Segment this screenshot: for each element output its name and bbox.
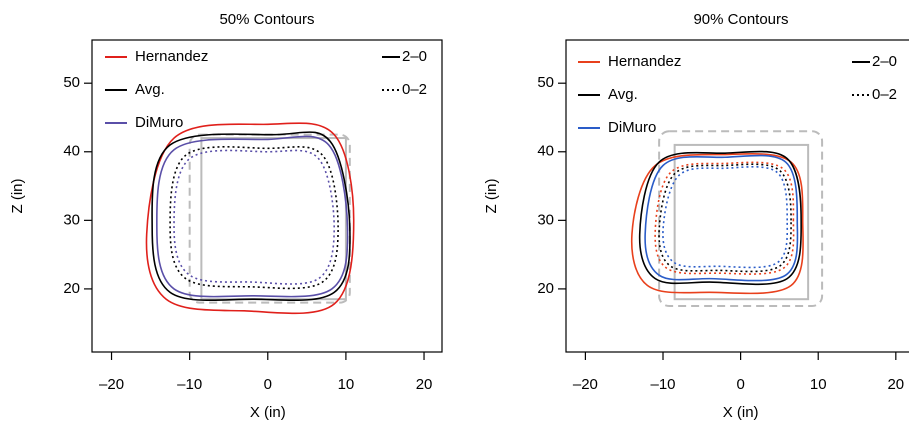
y-tick-label: 50: [63, 74, 80, 91]
legend-label: Avg.: [608, 86, 638, 103]
y-tick-label: 40: [63, 143, 80, 160]
x-tick-label: 10: [338, 376, 355, 393]
y-axis-label: Z (in): [9, 179, 26, 214]
legend-label: 2–0: [402, 48, 427, 65]
x-tick-label: –10: [177, 376, 202, 393]
zone: [188, 133, 351, 304]
contour: [662, 166, 789, 269]
plot-frame: [91, 39, 443, 353]
legend-label: 0–2: [872, 86, 897, 103]
x-tick-label: –10: [650, 376, 675, 393]
legend-label: Avg.: [135, 81, 165, 98]
y-axis-label: Z (in): [483, 179, 500, 214]
x-tick-label: 10: [810, 376, 827, 393]
y-tick-label: 30: [537, 211, 554, 228]
legend-label: 0–2: [402, 81, 427, 98]
zone: [658, 130, 824, 308]
panel-title: 50% Contours: [219, 11, 314, 28]
contour: [173, 149, 335, 285]
x-tick-label: 0: [736, 376, 744, 393]
x-axis-label: X (in): [250, 404, 286, 421]
contour: [151, 131, 351, 302]
y-tick-label: 50: [537, 74, 554, 91]
contour: [654, 161, 795, 275]
x-tick-label: 0: [264, 376, 272, 393]
legend-label: Hernandez: [135, 48, 208, 65]
contour: [658, 163, 792, 273]
zone: [200, 137, 347, 301]
contour: [145, 122, 355, 315]
legend-label: Hernandez: [608, 53, 681, 70]
contour: [644, 154, 799, 282]
y-tick-label: 40: [537, 143, 554, 160]
zone: [673, 143, 810, 301]
x-axis-label: X (in): [723, 404, 759, 421]
contour: [630, 152, 804, 295]
contour: [156, 135, 349, 298]
legend-label: DiMuro: [608, 119, 656, 136]
x-tick-label: –20: [573, 376, 598, 393]
legend-label: DiMuro: [135, 114, 183, 131]
x-tick-label: 20: [416, 376, 433, 393]
y-tick-label: 20: [537, 280, 554, 297]
y-tick-label: 30: [63, 211, 80, 228]
x-tick-label: 20: [887, 376, 904, 393]
legend-label: 2–0: [872, 53, 897, 70]
contour: [169, 146, 339, 290]
y-tick-label: 20: [63, 280, 80, 297]
x-tick-label: –20: [99, 376, 124, 393]
contour: [638, 150, 802, 286]
panel-title: 90% Contours: [693, 11, 788, 28]
